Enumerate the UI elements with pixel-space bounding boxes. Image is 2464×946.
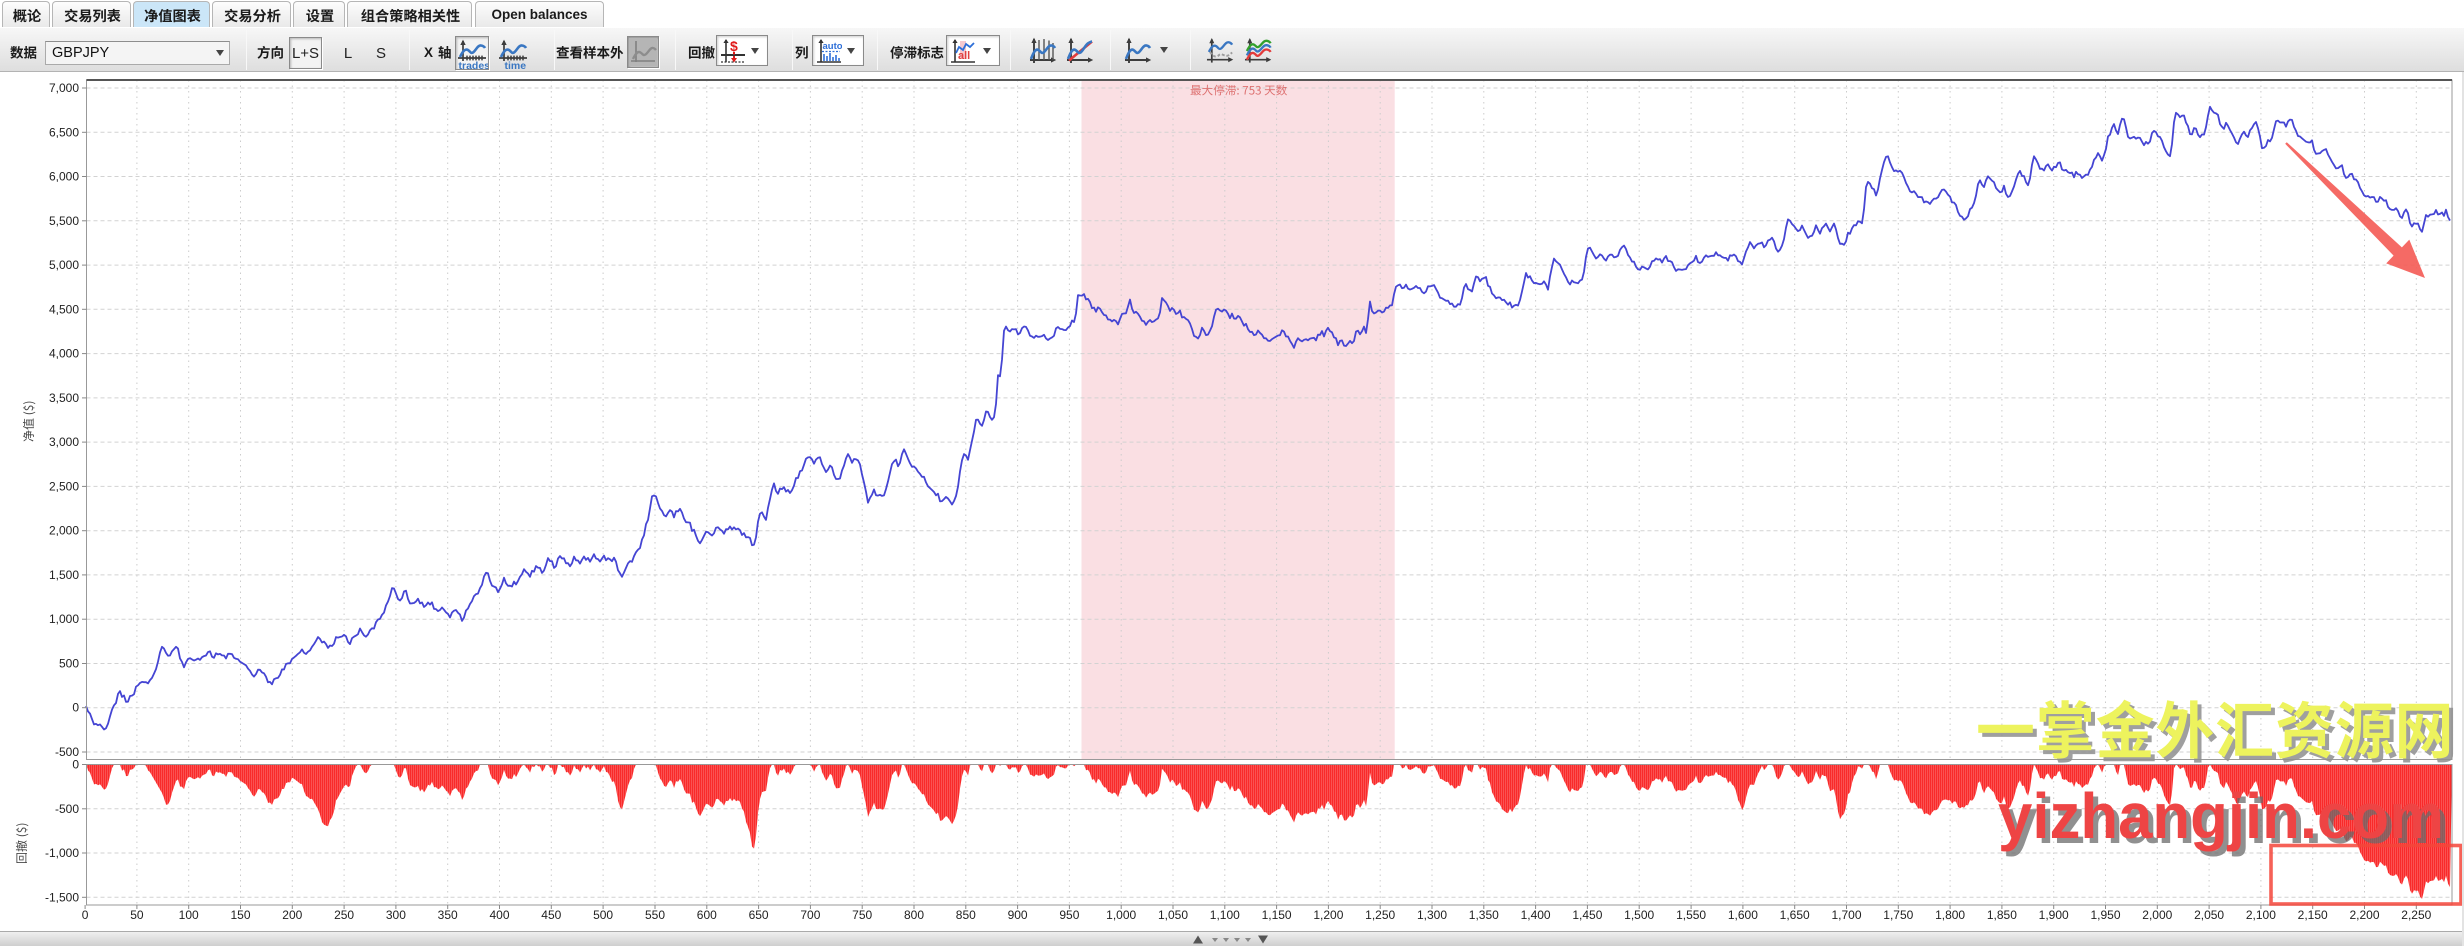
svg-text:all: all	[958, 50, 970, 62]
svg-text:100: 100	[179, 908, 199, 922]
svg-text:800: 800	[904, 908, 924, 922]
svg-text:200: 200	[282, 908, 302, 922]
svg-text:1,200: 1,200	[1313, 908, 1343, 922]
svg-text:-1,000: -1,000	[45, 846, 79, 860]
svg-text:-1,500: -1,500	[45, 890, 79, 904]
svg-text:750: 750	[852, 908, 872, 922]
svg-text:400: 400	[489, 908, 509, 922]
svg-text:1,900: 1,900	[2039, 908, 2069, 922]
svg-text:3,500: 3,500	[49, 391, 79, 405]
svg-text:2,100: 2,100	[2246, 908, 2276, 922]
svg-text:500: 500	[593, 908, 613, 922]
svg-text:7,000: 7,000	[49, 81, 79, 95]
svg-text:900: 900	[1008, 908, 1028, 922]
svg-text:-500: -500	[55, 802, 79, 816]
svg-text:1,800: 1,800	[1935, 908, 1965, 922]
svg-text:1,000: 1,000	[1106, 908, 1136, 922]
svg-text:1,500: 1,500	[1624, 908, 1654, 922]
svg-text:1,500: 1,500	[49, 568, 79, 582]
svg-text:4,500: 4,500	[49, 302, 79, 316]
svg-text:1,450: 1,450	[1572, 908, 1602, 922]
svg-text:1,400: 1,400	[1521, 908, 1551, 922]
svg-text:1,050: 1,050	[1158, 908, 1188, 922]
svg-text:X: X	[424, 45, 433, 60]
svg-text:1,100: 1,100	[1210, 908, 1240, 922]
svg-text:1,650: 1,650	[1780, 908, 1810, 922]
svg-text:50: 50	[130, 908, 144, 922]
svg-text:2,500: 2,500	[49, 479, 79, 493]
svg-text:1,350: 1,350	[1469, 908, 1499, 922]
svg-text:150: 150	[230, 908, 250, 922]
svg-text:2,000: 2,000	[2142, 908, 2172, 922]
svg-text:0: 0	[72, 701, 79, 715]
svg-text:1,950: 1,950	[2090, 908, 2120, 922]
svg-text:auto: auto	[823, 41, 843, 52]
svg-text:600: 600	[697, 908, 717, 922]
svg-text:300: 300	[386, 908, 406, 922]
svg-text:6,500: 6,500	[49, 125, 79, 139]
svg-text:yizhangjin.com: yizhangjin.com	[1998, 780, 2444, 852]
svg-text:1,850: 1,850	[1987, 908, 2017, 922]
svg-text:1,000: 1,000	[49, 612, 79, 626]
svg-text:1,700: 1,700	[1831, 908, 1861, 922]
svg-text:-500: -500	[55, 745, 79, 759]
svg-text:1,600: 1,600	[1728, 908, 1758, 922]
svg-text:1,550: 1,550	[1676, 908, 1706, 922]
svg-text:6,000: 6,000	[49, 170, 79, 184]
svg-text:3,000: 3,000	[49, 435, 79, 449]
svg-text:1,150: 1,150	[1262, 908, 1292, 922]
svg-text:700: 700	[800, 908, 820, 922]
svg-text:2,150: 2,150	[2298, 908, 2328, 922]
svg-text:0: 0	[82, 908, 89, 922]
svg-text:trades: trades	[459, 60, 489, 70]
svg-text:950: 950	[1059, 908, 1079, 922]
svg-text:550: 550	[645, 908, 665, 922]
svg-text:450: 450	[541, 908, 561, 922]
svg-text:2,250: 2,250	[2401, 908, 2431, 922]
svg-text:4,000: 4,000	[49, 347, 79, 361]
svg-text:650: 650	[749, 908, 769, 922]
svg-text:2,050: 2,050	[2194, 908, 2224, 922]
svg-text:1,750: 1,750	[1883, 908, 1913, 922]
svg-text:350: 350	[438, 908, 458, 922]
svg-text:850: 850	[956, 908, 976, 922]
svg-text:time: time	[505, 60, 527, 70]
svg-text:1,300: 1,300	[1417, 908, 1447, 922]
svg-text:5,000: 5,000	[49, 258, 79, 272]
svg-text:1,250: 1,250	[1365, 908, 1395, 922]
svg-text:$: $	[730, 38, 738, 54]
svg-text:2,200: 2,200	[2349, 908, 2379, 922]
svg-text:500: 500	[59, 657, 79, 671]
svg-text:2,000: 2,000	[49, 524, 79, 538]
svg-text:0: 0	[72, 758, 79, 772]
svg-text:5,500: 5,500	[49, 214, 79, 228]
svg-text:250: 250	[334, 908, 354, 922]
